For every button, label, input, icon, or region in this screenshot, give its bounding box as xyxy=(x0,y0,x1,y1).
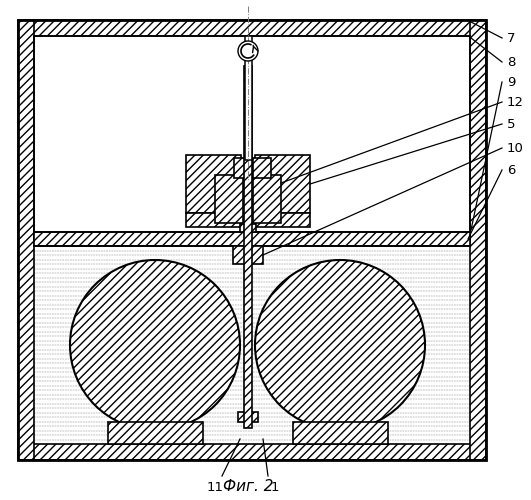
Bar xyxy=(244,66,252,428)
Text: 7: 7 xyxy=(507,32,516,44)
Bar xyxy=(293,422,388,444)
Bar xyxy=(245,36,252,160)
Text: 5: 5 xyxy=(507,118,516,130)
Bar xyxy=(253,175,281,223)
Bar xyxy=(108,422,203,444)
Bar xyxy=(470,20,486,460)
Bar xyxy=(18,444,486,460)
Text: 1: 1 xyxy=(271,481,279,494)
Bar xyxy=(18,20,34,460)
Circle shape xyxy=(255,260,425,430)
Bar xyxy=(233,246,263,264)
Text: 11: 11 xyxy=(207,481,224,494)
Bar xyxy=(255,213,310,227)
Text: 8: 8 xyxy=(507,56,516,68)
Bar xyxy=(34,36,470,232)
Bar xyxy=(186,155,241,213)
Bar xyxy=(18,20,486,36)
Text: Фиг. 2: Фиг. 2 xyxy=(222,479,273,494)
Bar xyxy=(18,20,486,460)
Text: 6: 6 xyxy=(507,164,516,176)
Bar xyxy=(215,175,243,223)
Text: 12: 12 xyxy=(507,96,524,108)
Bar xyxy=(255,155,310,213)
Bar xyxy=(238,412,258,422)
Text: 9: 9 xyxy=(507,76,516,88)
Bar xyxy=(253,158,271,178)
Circle shape xyxy=(238,41,258,61)
Bar xyxy=(34,232,470,246)
Text: 10: 10 xyxy=(507,142,524,154)
Bar xyxy=(186,213,241,227)
Bar xyxy=(234,158,252,178)
Circle shape xyxy=(70,260,240,430)
Bar xyxy=(240,224,256,232)
